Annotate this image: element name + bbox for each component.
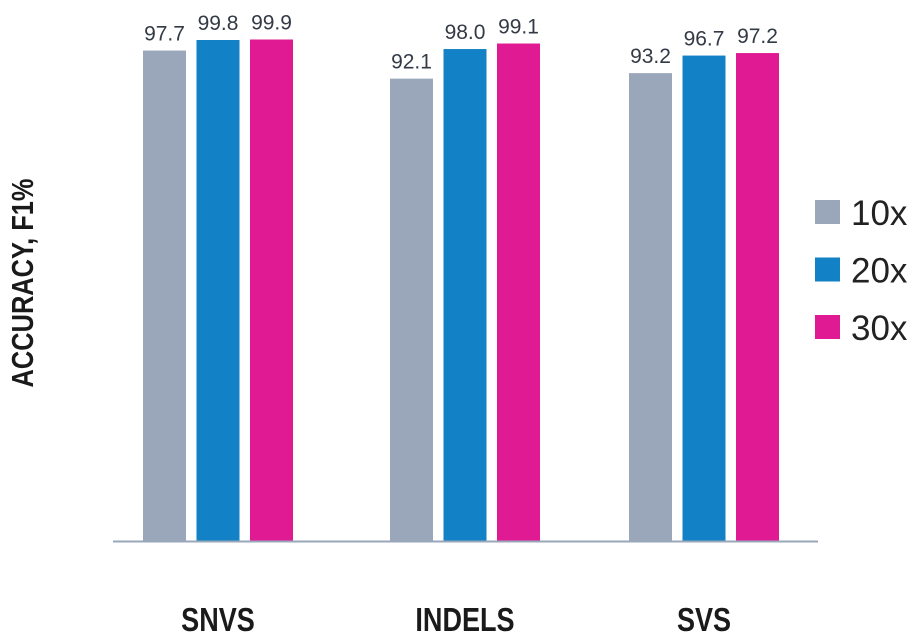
bar-indels-20x	[443, 49, 487, 541]
legend-swatch-30x	[815, 315, 840, 339]
data-label: 92.1	[391, 51, 432, 74]
bar-indels-10x	[390, 78, 433, 542]
data-label: 98.0	[445, 21, 486, 44]
data-label: 99.1	[498, 16, 539, 39]
bar-svs-20x	[682, 55, 726, 541]
bar-svs-10x	[629, 73, 672, 542]
data-label: 96.7	[684, 28, 725, 51]
data-label: 99.8	[198, 12, 239, 35]
category-label: SVS	[677, 603, 731, 639]
bar-snvs-30x	[250, 39, 293, 541]
bar-snvs-20x	[196, 40, 240, 542]
data-label: 97.2	[737, 25, 778, 48]
data-label: 99.9	[251, 12, 292, 35]
data-label: 97.7	[144, 23, 185, 46]
bar-snvs-10x	[143, 50, 186, 542]
category-label: INDELS	[415, 603, 514, 639]
bar-indels-30x	[497, 43, 540, 541]
y-axis-label: ACCURACY, F1%	[6, 179, 41, 388]
legend-label: 20x	[851, 252, 908, 291]
category-label: SNVS	[181, 603, 255, 639]
legend-label: 30x	[851, 309, 908, 348]
legend-swatch-10x	[815, 200, 840, 224]
legend-label: 10x	[851, 194, 908, 233]
data-label: 93.2	[630, 45, 671, 68]
legend-swatch-20x	[815, 257, 840, 282]
bar-svs-30x	[736, 53, 779, 541]
